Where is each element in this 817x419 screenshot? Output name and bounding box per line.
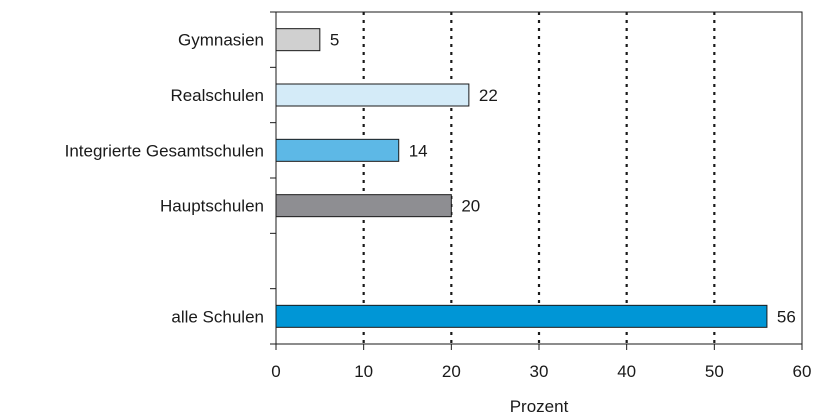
- x-tick-label-10: 10: [354, 362, 373, 381]
- value-label-4: 56: [777, 307, 796, 326]
- labels: 0 10 20 30 40 50 60 Gymnasien 5 Realschulen 22 Inte…: [65, 31, 812, 381]
- bar-2: [275, 138, 400, 162]
- bars: [275, 28, 768, 328]
- value-label-3: 20: [461, 197, 480, 216]
- x-tick-label-50: 50: [705, 362, 724, 381]
- category-label-3: Hauptschulen: [160, 197, 264, 216]
- axis-ticks: [270, 11, 803, 350]
- value-label-1: 22: [479, 86, 498, 105]
- x-tick-label-0: 0: [271, 362, 280, 381]
- bar-3: [275, 194, 452, 218]
- category-label-2: Integrierte Gesamtschulen: [65, 141, 264, 160]
- bar-1: [275, 83, 470, 107]
- value-label-0: 5: [330, 31, 339, 50]
- category-label-0: Gymnasien: [178, 31, 264, 50]
- bar-4: [275, 304, 768, 328]
- category-label-4: alle Schulen: [171, 307, 264, 326]
- plot-area-frame: [275, 11, 803, 345]
- x-tick-label-60: 60: [793, 362, 812, 381]
- value-label-2: 14: [409, 141, 428, 160]
- x-tick-label-40: 40: [617, 362, 636, 381]
- category-label-1: Realschulen: [170, 86, 264, 105]
- bar-0: [275, 28, 321, 52]
- x-tick-label-30: 30: [530, 362, 549, 381]
- x-tick-label-20: 20: [442, 362, 461, 381]
- x-axis-title: Prozent: [510, 397, 569, 416]
